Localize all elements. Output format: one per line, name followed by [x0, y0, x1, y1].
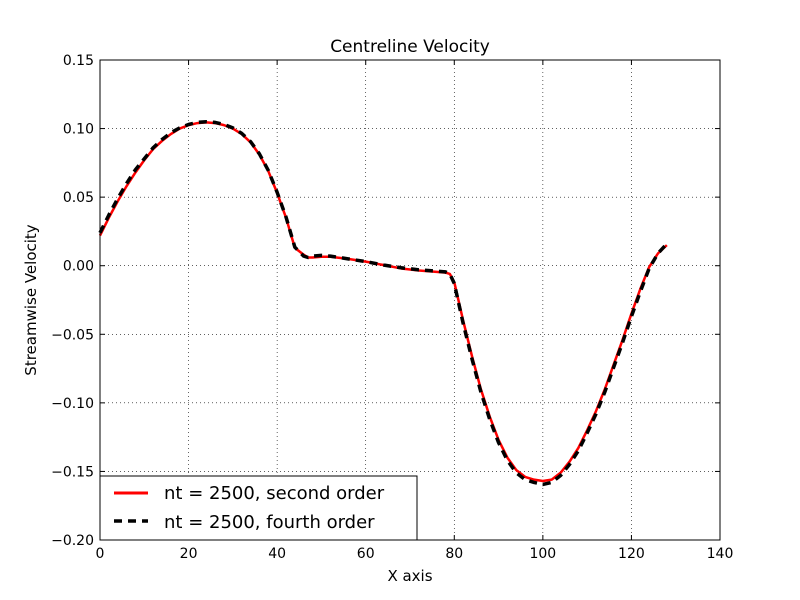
- x-tick-label: 80: [445, 546, 463, 562]
- legend-label-second-order: nt = 2500, second order: [164, 483, 385, 504]
- x-tick-label: 140: [707, 546, 734, 562]
- axis-ticks: 0 20 40 60 80 100 120 140 0.15 0.10 0.05 0.00 −0.05 −…: [51, 53, 733, 562]
- x-tick-label: 20: [180, 546, 198, 562]
- series-line-fourth-order: [98, 119, 669, 487]
- legend-label-fourth-order: nt = 2500, fourth order: [164, 512, 375, 533]
- chart-title: Centreline Velocity: [330, 37, 490, 57]
- x-axis-label: X axis: [387, 567, 432, 585]
- x-tick-label: 60: [357, 546, 375, 562]
- x-tick-label: 120: [618, 546, 645, 562]
- y-tick-label: 0.00: [63, 259, 94, 275]
- y-tick-label: 0.05: [63, 190, 94, 206]
- y-tick-label: 0.15: [63, 53, 94, 69]
- series-layer: [98, 119, 669, 487]
- y-tick-label: −0.20: [51, 533, 94, 549]
- legend: nt = 2500, second order nt = 2500, fourt…: [99, 475, 418, 541]
- y-axis-label: Streamwise Velocity: [22, 224, 40, 375]
- plot-area: 0 20 40 60 80 100 120 140 0.15 0.10 0.05 0.00 −0.05 −…: [51, 53, 733, 562]
- y-tick-label: −0.10: [51, 396, 94, 412]
- x-tick-label: 40: [268, 546, 286, 562]
- x-tick-label: 100: [529, 546, 556, 562]
- legend-box: [99, 475, 418, 541]
- y-tick-label: −0.15: [51, 464, 94, 480]
- grid-lines: [100, 60, 720, 540]
- plot-background: [100, 60, 720, 540]
- y-tick-label: 0.10: [63, 122, 94, 138]
- x-tick-label: 0: [96, 546, 105, 562]
- y-tick-label: −0.05: [51, 327, 94, 343]
